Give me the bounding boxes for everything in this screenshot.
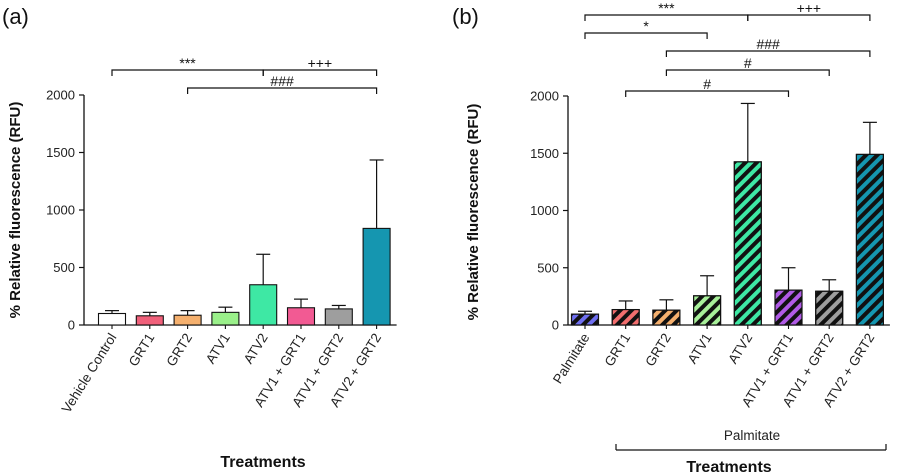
panel-b-plot-area: 0 500 1000 1500 2000 Palmitate GRT1 GRT2 ATV1 ATV… <box>530 0 890 410</box>
panel-a-significance-label: +++ <box>308 55 333 71</box>
panel-a-y-tick-label: 1500 <box>46 145 75 160</box>
panel-a-bar <box>362 227 391 326</box>
panel-b-significance-label: ### <box>756 36 780 52</box>
panel-a-bar <box>173 314 202 326</box>
panel-a-bar <box>286 307 316 326</box>
panel-a-bar <box>249 284 278 326</box>
panel-b-bar-hatch <box>855 153 884 326</box>
panel-b-category-label: ATV2 <box>725 331 755 367</box>
panel-a-category-label: ATV1 <box>203 331 233 367</box>
panel-b-significance-bracket <box>747 14 871 21</box>
panel-b-category-label: ATV1 <box>685 331 715 367</box>
panel-a-bar <box>211 311 240 326</box>
panel-a-y-tick-label: 2000 <box>46 88 75 103</box>
panel-b-bar-hatch <box>611 308 640 326</box>
panel-b-y-tick-label: 1500 <box>530 146 559 161</box>
panel-b: (b) % Relative fluorescence (RFU) Treatm… <box>452 0 890 476</box>
panel-b-bar-hatch <box>693 295 722 326</box>
panel-a-y-tick-label: 500 <box>53 260 75 275</box>
panel-a-y-tick-label: 0 <box>68 318 75 333</box>
panel-b-significance-bracket <box>665 69 830 76</box>
panel-b-significance-label: # <box>744 55 752 71</box>
panel-a-significance-bracket <box>262 69 378 76</box>
panel-b-y-tick-label: 500 <box>537 260 559 275</box>
panel-a-y-tick-label: 1000 <box>46 203 75 218</box>
panel-a-x-axis-title: Treatments <box>220 454 305 471</box>
panel-a-y-axis-title: % Relative fluorescence (RFU) <box>7 102 24 319</box>
panel-b-significance-label: # <box>703 76 711 92</box>
panel-b-y-tick-label: 2000 <box>530 89 559 104</box>
panel-b-significance-label: +++ <box>797 0 822 16</box>
panel-a-significance-bracket <box>187 87 378 94</box>
panel-a-significance-label: *** <box>179 55 196 71</box>
panel-b-category-label: Palmitate <box>550 331 593 387</box>
panel-a-bar <box>135 315 164 326</box>
panel-b-y-axis-title: % Relative fluorescence (RFU) <box>465 104 482 321</box>
panel-b-x-axis-title: Treatments <box>686 459 771 476</box>
panel-b-bar-hatch <box>733 161 762 326</box>
panel-b-label: (b) <box>452 4 479 29</box>
panel-a-category-label: GRT2 <box>163 331 195 369</box>
panel-a-bar <box>324 308 353 326</box>
panel-a-label: (a) <box>2 4 29 29</box>
panel-b-significance-label: * <box>643 18 649 34</box>
panel-a-category-label: GRT1 <box>126 331 158 369</box>
panel-b-significance-label: *** <box>658 0 675 16</box>
panel-b-significance-bracket <box>584 32 708 39</box>
panel-b-bar-hatch <box>570 313 600 326</box>
panel-a: (a) % Relative fluorescence (RFU) Treatm… <box>2 4 397 471</box>
panel-b-bar-hatch <box>774 289 803 326</box>
panel-b-bar-hatch <box>652 309 681 326</box>
panel-a-category-label: Vehicle Control <box>59 331 120 416</box>
panel-b-significance-bracket <box>665 50 871 57</box>
panel-b-category-label: GRT1 <box>602 331 634 369</box>
panel-b-y-tick-label: 1000 <box>530 203 559 218</box>
panel-b-group-label: Palmitate <box>724 428 780 443</box>
panel-b-y-tick-label: 0 <box>552 318 559 333</box>
panel-b-significance-bracket <box>625 90 790 97</box>
panel-b-category-label: GRT2 <box>642 331 674 369</box>
panel-b-bar-hatch <box>815 290 844 326</box>
panel-a-category-label: ATV2 <box>241 331 271 367</box>
panel-a-significance-label: ### <box>270 73 294 89</box>
panel-a-bar <box>97 312 127 326</box>
